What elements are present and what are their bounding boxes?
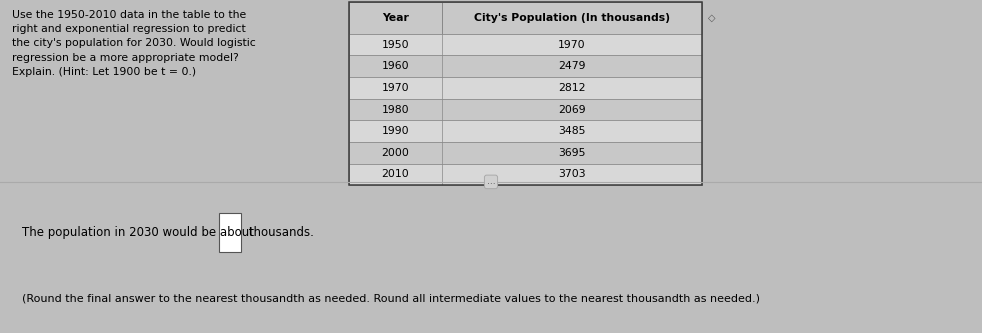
Text: ◇: ◇ [708, 13, 716, 23]
Bar [349, 2, 702, 185]
Bar [349, 142, 702, 164]
Text: City's Population (In thousands): City's Population (In thousands) [474, 13, 670, 23]
Text: 2479: 2479 [558, 61, 586, 71]
Bar [349, 164, 702, 185]
Text: 2010: 2010 [381, 169, 409, 179]
Text: 3703: 3703 [558, 169, 586, 179]
Text: 2812: 2812 [558, 83, 586, 93]
Bar [349, 120, 702, 142]
Text: 1990: 1990 [381, 126, 409, 136]
Text: 1960: 1960 [381, 61, 409, 71]
Text: 2000: 2000 [381, 148, 409, 158]
Bar [349, 55, 702, 77]
Text: 2069: 2069 [558, 105, 586, 115]
Text: 1980: 1980 [381, 105, 409, 115]
Text: (Round the final answer to the nearest thousandth as needed. Round all intermedi: (Round the final answer to the nearest t… [22, 293, 760, 303]
Text: 3695: 3695 [558, 148, 586, 158]
Bar [349, 77, 702, 99]
Bar [349, 2, 702, 34]
Text: Use the 1950-2010 data in the table to the
right and exponential regression to p: Use the 1950-2010 data in the table to t… [12, 10, 255, 77]
Text: 1950: 1950 [381, 40, 409, 50]
Text: 3485: 3485 [558, 126, 586, 136]
Bar [349, 34, 702, 55]
Text: The population in 2030 would be about: The population in 2030 would be about [22, 226, 257, 239]
Text: thousands.: thousands. [245, 226, 313, 239]
Text: Year: Year [382, 13, 409, 23]
Bar [219, 213, 241, 252]
Text: 1970: 1970 [381, 83, 409, 93]
Text: 1970: 1970 [558, 40, 586, 50]
Text: ...: ... [487, 177, 495, 186]
Bar [349, 99, 702, 120]
